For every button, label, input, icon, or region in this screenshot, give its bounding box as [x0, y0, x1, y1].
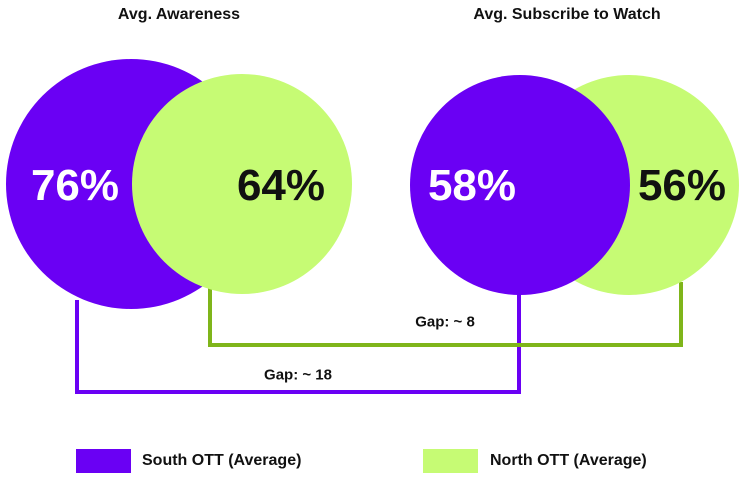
subscribe-north-value: 56%	[637, 161, 727, 210]
north-gap-bracket	[208, 282, 683, 347]
south-gap-bracket	[75, 292, 521, 394]
north-gap-label: Gap: ~ 8	[415, 313, 475, 331]
awareness-title: Avg. Awareness	[117, 6, 241, 23]
subscribe-south-circle	[410, 75, 630, 295]
legend-north-swatch	[423, 449, 478, 473]
subscribe-title: Avg. Subscribe to Watch	[473, 6, 661, 23]
legend-south-swatch	[76, 449, 131, 473]
legend-south-label: South OTT (Average)	[142, 452, 302, 469]
awareness-north-value: 64%	[236, 161, 326, 210]
south-gap-label: Gap: ~ 18	[264, 366, 332, 384]
awareness-south-value: 76%	[30, 161, 120, 210]
subscribe-south-value: 58%	[427, 161, 517, 210]
awareness-north-circle	[132, 74, 352, 294]
legend-north-label: North OTT (Average)	[490, 452, 647, 469]
